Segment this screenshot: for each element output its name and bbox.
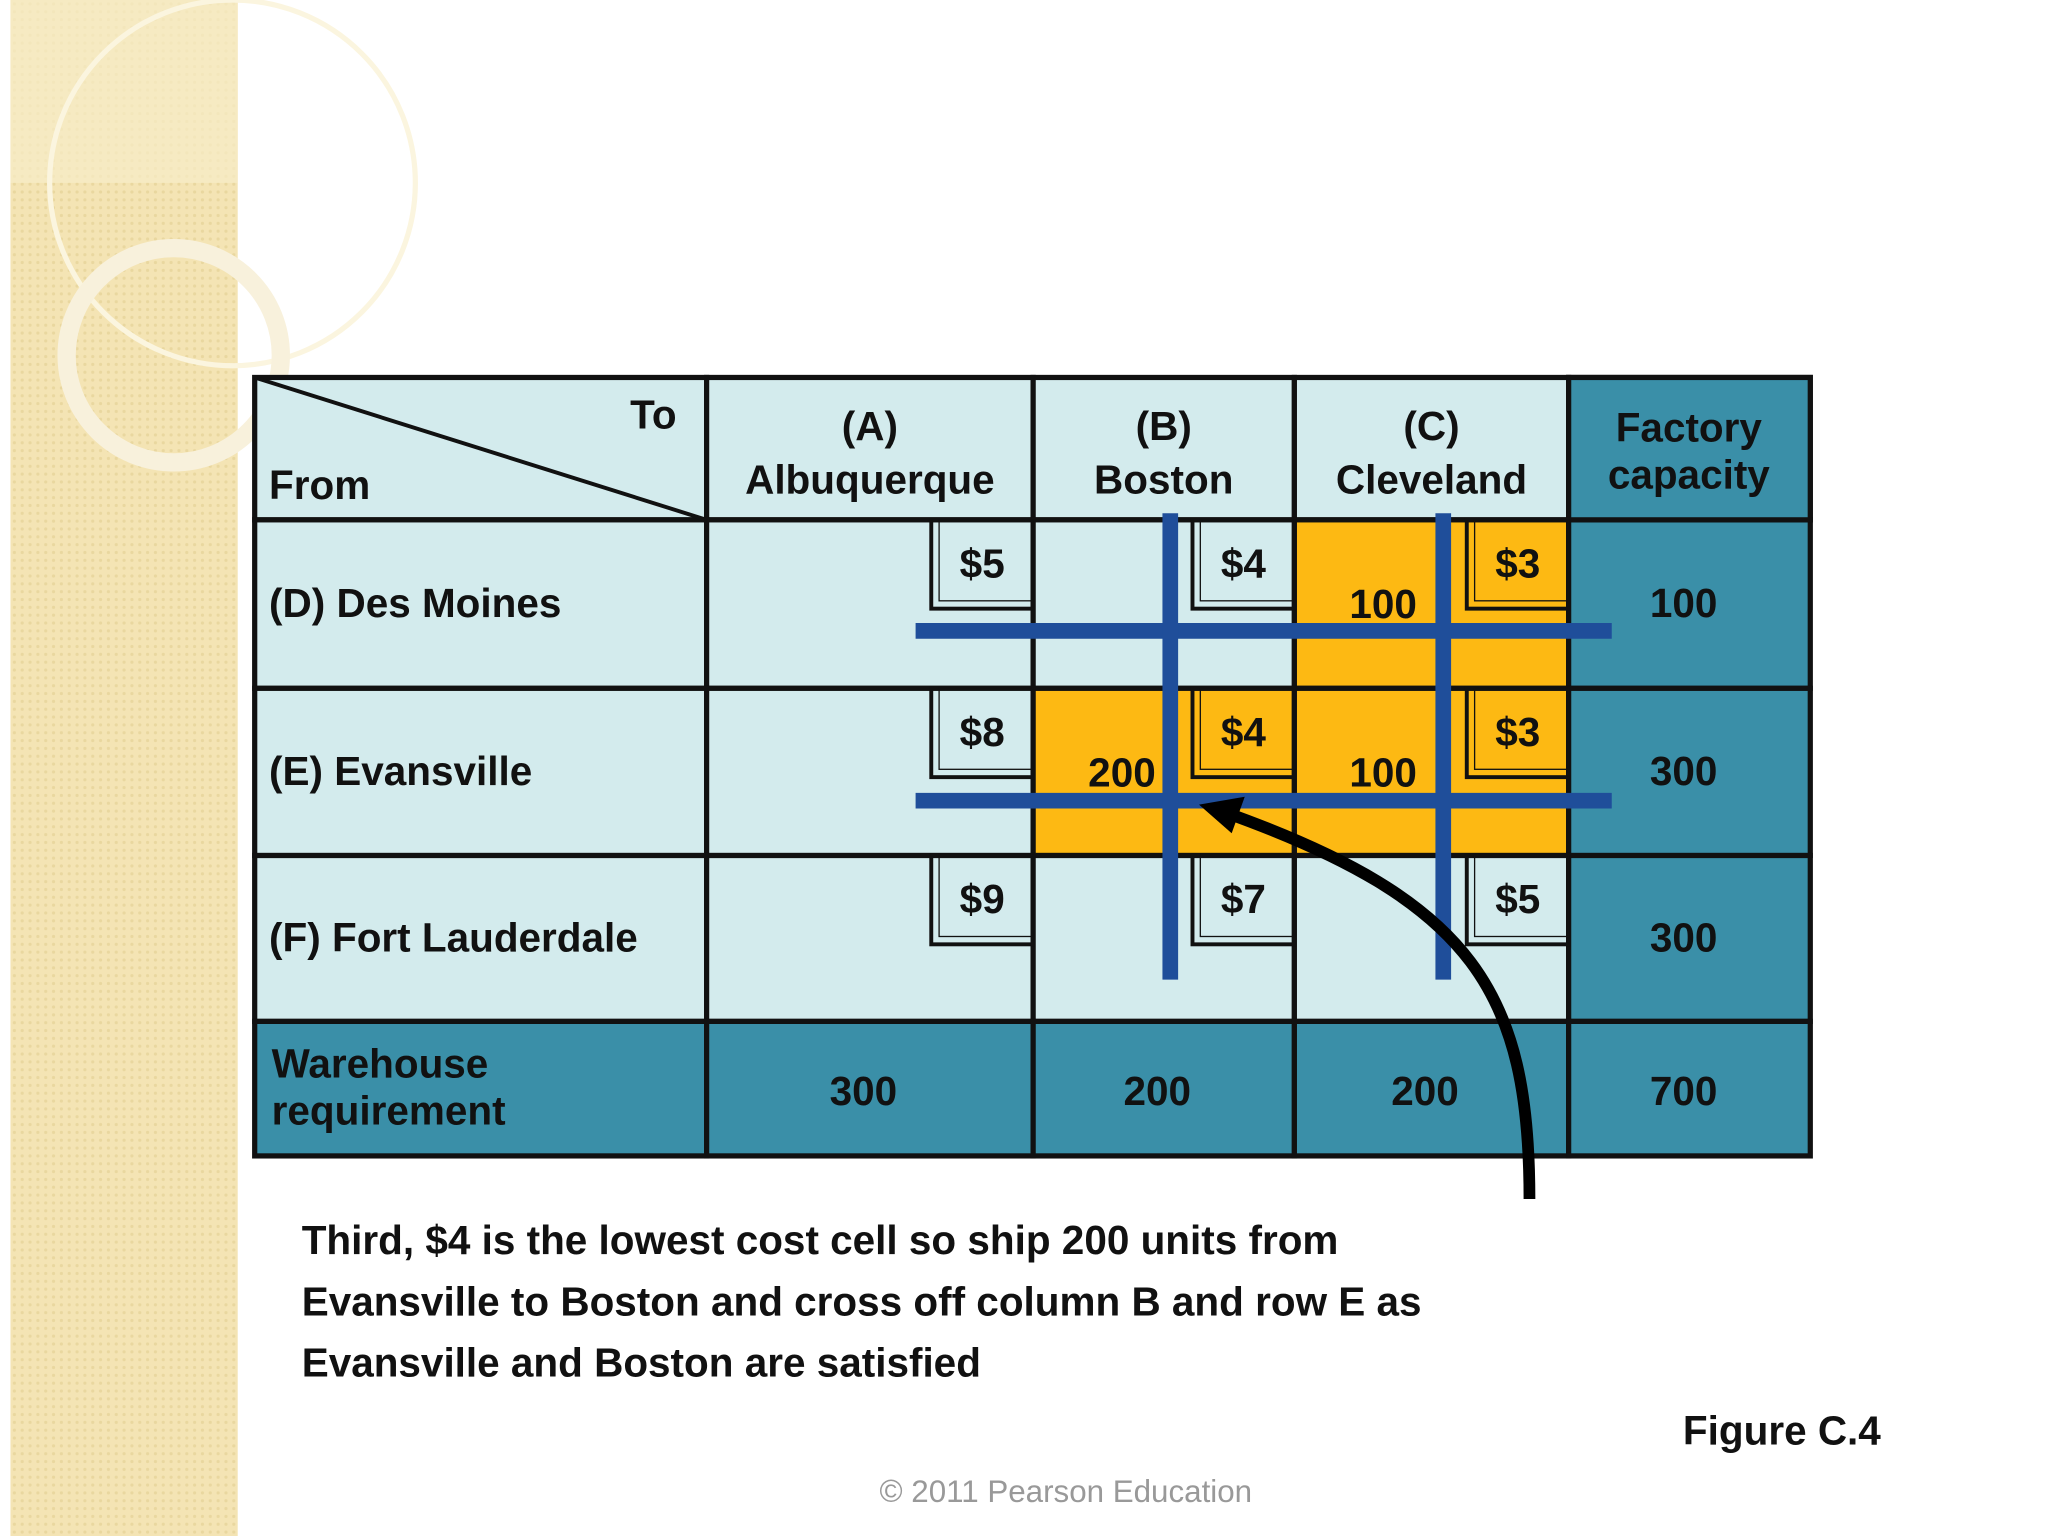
cell <box>1291 374 1572 523</box>
capacity: 100 <box>1650 580 1718 626</box>
cost-box-inner <box>938 519 1034 602</box>
shipment: 200 <box>1088 749 1156 795</box>
cost: $9 <box>960 876 1005 922</box>
requirement-label: Warehouse <box>272 1041 489 1087</box>
requirement-label: requirement <box>272 1088 506 1134</box>
cost-box-inner <box>1199 519 1296 602</box>
side-strip <box>10 0 238 1536</box>
requirement: 200 <box>1391 1068 1459 1114</box>
cost: $4 <box>1221 540 1267 586</box>
cell <box>1030 374 1297 523</box>
requirement: 200 <box>1123 1068 1191 1114</box>
cell <box>252 1018 710 1159</box>
cell <box>703 1018 1036 1159</box>
shipment: 100 <box>1349 581 1417 627</box>
capacity: 300 <box>1650 748 1718 794</box>
cost-box-inner <box>1199 687 1296 770</box>
capacity: 300 <box>1650 915 1718 961</box>
cost-box-inner <box>1199 854 1296 938</box>
decor-ring <box>57 239 290 472</box>
column-code: (C) <box>1403 403 1459 449</box>
caption-line: Evansville to Boston and cross off colum… <box>302 1278 1422 1324</box>
row-label: (D) Des Moines <box>269 580 561 626</box>
cost: $3 <box>1495 540 1540 586</box>
transport-table: To From (A) Albuquerque (B) Boston (C) Clevelan… <box>252 374 1813 1159</box>
corner-to: To <box>630 391 676 437</box>
column-code: (B) <box>1136 403 1192 449</box>
copyright: © 2011 Pearson Education <box>879 1474 1252 1509</box>
cell <box>1566 685 1813 859</box>
capacity-header: Factory <box>1616 404 1763 450</box>
cost-box-inner <box>1473 854 1570 938</box>
cell <box>252 852 710 1024</box>
cost-box-inner <box>1473 519 1570 602</box>
capacity-header-bg <box>1566 374 1813 523</box>
caption-line: Evansville and Boston are satisfied <box>302 1340 981 1386</box>
diagonal <box>254 375 708 522</box>
arrow-head <box>1199 796 1245 834</box>
caption-line: Third, $4 is the lowest cost cell so shi… <box>302 1217 1339 1263</box>
cost: $8 <box>960 709 1005 755</box>
cell <box>703 685 1036 859</box>
row-label: (E) Evansville <box>269 748 532 794</box>
requirement-total: 700 <box>1650 1068 1718 1114</box>
cost: $5 <box>960 540 1005 586</box>
cost: $5 <box>1495 876 1540 922</box>
cell <box>1566 1018 1813 1159</box>
corner-from: From <box>269 462 370 508</box>
cell <box>1291 685 1572 859</box>
arrow <box>1223 806 1536 1200</box>
cost-box-inner <box>1473 687 1570 770</box>
shipment: 100 <box>1349 749 1417 795</box>
column-name: Albuquerque <box>745 457 995 503</box>
column-code: (A) <box>842 403 898 449</box>
cost-box-inner <box>938 687 1034 770</box>
cost: $4 <box>1221 709 1267 755</box>
cell <box>1030 1018 1297 1159</box>
column-name: Cleveland <box>1336 457 1527 503</box>
cell <box>1291 517 1572 691</box>
row-label: (F) Fort Lauderdale <box>269 915 638 961</box>
cell <box>252 685 710 859</box>
requirement: 300 <box>830 1068 898 1114</box>
column-name: Boston <box>1094 457 1233 503</box>
capacity-header: capacity <box>1608 451 1770 497</box>
cell <box>703 517 1036 691</box>
side-highlight <box>10 0 238 183</box>
decor-ring <box>47 0 418 369</box>
cell <box>252 517 710 691</box>
figure-label: Figure C.4 <box>1683 1408 1881 1454</box>
cost: $3 <box>1495 709 1540 755</box>
cost: $7 <box>1221 876 1266 922</box>
cell <box>703 852 1036 1024</box>
cost-box-inner <box>938 854 1034 938</box>
